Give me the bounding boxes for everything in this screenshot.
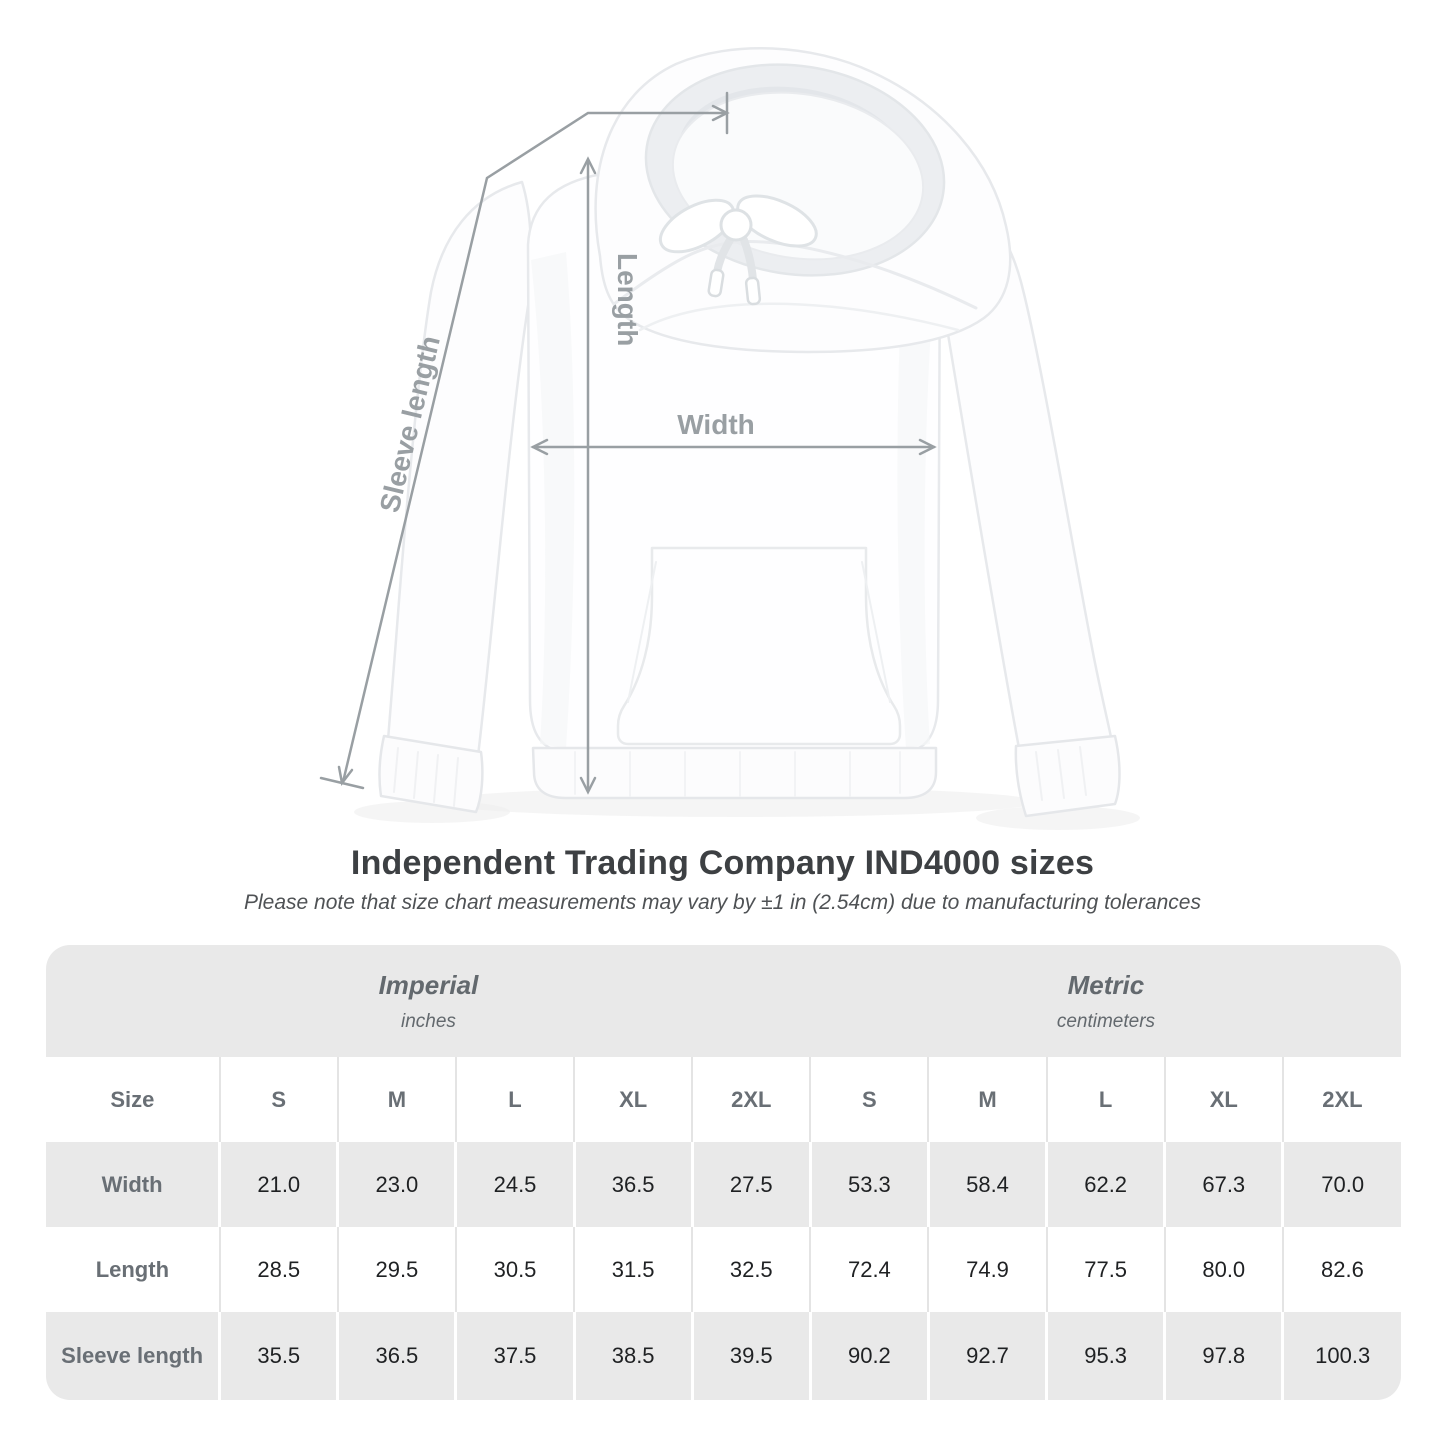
sleeve-metric-s: 90.2 — [808, 1312, 929, 1400]
width-metric-l: 62.2 — [1045, 1142, 1165, 1227]
sleeve-length-arrow — [319, 91, 730, 790]
sleeve-metric-xl: 97.8 — [1163, 1312, 1283, 1400]
hoodie-drawstring-bow — [658, 194, 818, 306]
width-imperial-xl: 36.5 — [572, 1142, 693, 1227]
size-col-metric-xl: XL — [1163, 1057, 1283, 1142]
size-col-imperial-xl: XL — [573, 1057, 693, 1142]
length-imperial-xl: 31.5 — [573, 1227, 693, 1312]
width-row: Width 21.0 23.0 24.5 36.5 27.5 53.3 58.4… — [46, 1142, 1401, 1227]
size-col-imperial-2xl: 2XL — [691, 1057, 811, 1142]
heading-block: Independent Trading Company IND4000 size… — [0, 844, 1445, 915]
width-imperial-l: 24.5 — [454, 1142, 575, 1227]
sleeve-metric-m: 92.7 — [926, 1312, 1047, 1400]
metric-unit: centimeters — [1056, 1010, 1156, 1032]
length-metric-s: 72.4 — [809, 1227, 929, 1312]
length-metric-m: 74.9 — [927, 1227, 1047, 1312]
length-row: Length 28.5 29.5 30.5 31.5 32.5 72.4 74.… — [46, 1227, 1401, 1312]
imperial-label: Imperial — [378, 969, 479, 1000]
size-col-imperial-s: S — [218, 1057, 338, 1142]
length-label: Length — [612, 253, 643, 346]
unit-header-band: Imperial inches Metric centimeters — [46, 945, 1401, 1057]
size-col-metric-m: M — [927, 1057, 1047, 1142]
sleeve-metric-l: 95.3 — [1045, 1312, 1165, 1400]
width-imperial-2xl: 27.5 — [690, 1142, 811, 1227]
imperial-header: Imperial inches — [46, 945, 811, 1057]
width-metric-2xl: 70.0 — [1281, 1142, 1401, 1227]
width-metric-s: 53.3 — [808, 1142, 929, 1227]
imperial-unit: inches — [400, 1010, 456, 1032]
hoodie-kangaroo-pocket — [616, 546, 902, 746]
sleeve-imperial-2xl: 39.5 — [690, 1312, 811, 1400]
size-chart-table: Size S M L XL 2XL S M L XL 2XL Width 21.… — [46, 1057, 1401, 1400]
page-subtitle: Please note that size chart measurements… — [244, 891, 1201, 914]
hoodie-measurement-diagram: Length Width Sleeve length — [319, 47, 1140, 830]
sleeve-imperial-xl: 38.5 — [572, 1312, 693, 1400]
sleeve-imperial-l: 37.5 — [454, 1312, 575, 1400]
hoodie-graphic — [378, 47, 1121, 818]
length-row-label: Length — [46, 1227, 220, 1312]
metric-label: Metric — [1067, 969, 1145, 1000]
length-imperial-2xl: 32.5 — [691, 1227, 811, 1312]
width-metric-xl: 67.3 — [1163, 1142, 1283, 1227]
hoodie-hood — [594, 47, 1012, 354]
width-metric-m: 58.4 — [926, 1142, 1047, 1227]
hoodie-size-diagram-svg: Length Width Sleeve length — [319, 47, 1140, 830]
size-chart: Imperial inches Metric centimeters Size … — [46, 945, 1401, 1400]
length-metric-l: 77.5 — [1045, 1227, 1165, 1312]
size-col-metric-s: S — [809, 1057, 929, 1142]
length-imperial-m: 29.5 — [336, 1227, 456, 1312]
width-arrow — [530, 438, 937, 456]
sleeve-imperial-m: 36.5 — [336, 1312, 456, 1400]
size-col-metric-2xl: 2XL — [1281, 1057, 1401, 1142]
sleeve-row-label: Sleeve length — [46, 1312, 220, 1400]
width-row-label: Width — [46, 1142, 220, 1227]
length-imperial-s: 28.5 — [218, 1227, 338, 1312]
size-col-imperial-l: L — [454, 1057, 575, 1142]
width-imperial-s: 21.0 — [218, 1142, 338, 1227]
size-col-metric-l: L — [1045, 1057, 1165, 1142]
width-imperial-m: 23.0 — [336, 1142, 456, 1227]
sleeve-length-row: Sleeve length 35.5 36.5 37.5 38.5 39.5 9… — [46, 1312, 1401, 1400]
metric-header: Metric centimeters — [811, 945, 1401, 1057]
size-col-imperial-m: M — [336, 1057, 456, 1142]
page-title: Independent Trading Company IND4000 size… — [350, 844, 1095, 882]
hoodie-left-sleeve — [378, 180, 533, 814]
length-arrow — [579, 156, 597, 795]
length-imperial-l: 30.5 — [454, 1227, 575, 1312]
length-metric-xl: 80.0 — [1163, 1227, 1283, 1312]
sleeve-metric-2xl: 100.3 — [1281, 1312, 1401, 1400]
size-header-cell: Size — [46, 1057, 220, 1142]
sleeve-imperial-s: 35.5 — [218, 1312, 338, 1400]
length-metric-2xl: 82.6 — [1281, 1227, 1401, 1312]
width-label: Width — [677, 409, 755, 440]
measurement-annotations — [319, 91, 937, 795]
size-header-row: Size S M L XL 2XL S M L XL 2XL — [46, 1057, 1401, 1142]
